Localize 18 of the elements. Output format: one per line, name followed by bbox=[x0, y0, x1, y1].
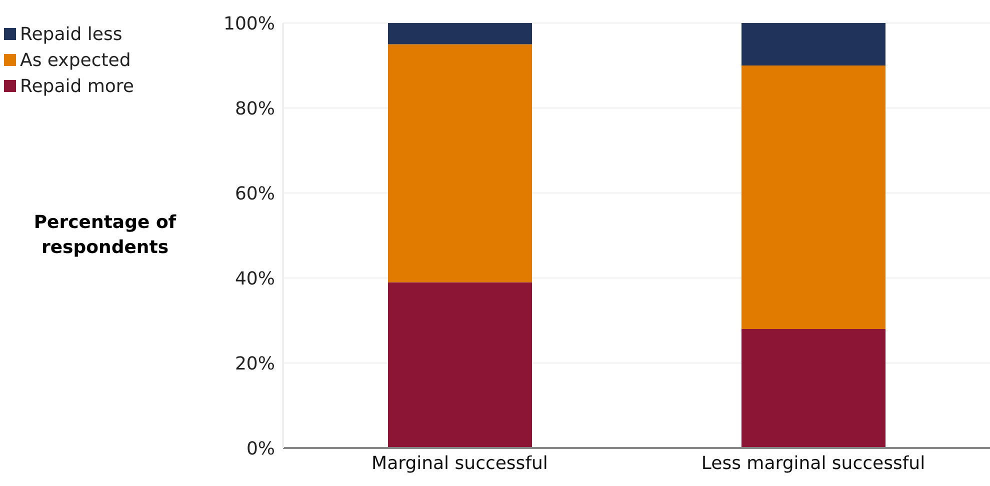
y-tick-label: 80% bbox=[234, 98, 275, 120]
bar bbox=[388, 23, 532, 44]
y-tick-label: 60% bbox=[234, 183, 275, 204]
y-axis-title: Percentage of respondents bbox=[32, 211, 178, 260]
bar bbox=[742, 66, 886, 329]
x-tick-label: Marginal successful bbox=[372, 452, 548, 474]
bar bbox=[742, 23, 886, 66]
y-tick-label: 0% bbox=[246, 438, 275, 460]
y-tick-label: 20% bbox=[234, 353, 275, 374]
bar bbox=[388, 282, 532, 448]
legend-label: As expected bbox=[20, 50, 131, 70]
y-tick-label: 40% bbox=[234, 268, 275, 290]
legend-label: Repaid more bbox=[20, 76, 134, 96]
x-tick-label: Less marginal successful bbox=[701, 452, 926, 474]
bar bbox=[742, 329, 886, 448]
legend-label: Repaid less bbox=[20, 24, 122, 44]
bar bbox=[388, 44, 532, 282]
y-tick-label: 100% bbox=[224, 13, 275, 34]
